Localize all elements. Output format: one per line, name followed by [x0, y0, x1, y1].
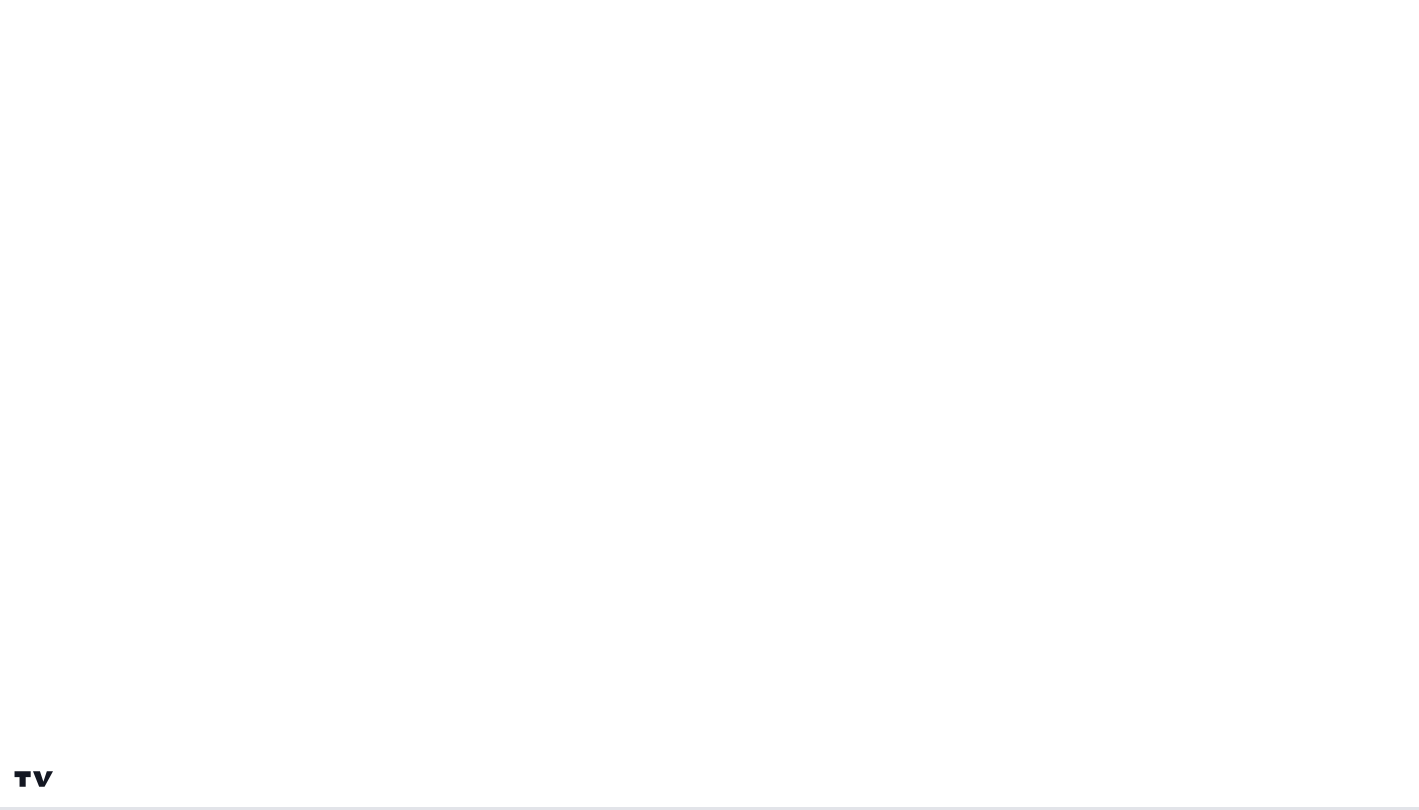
daily-chart-panel[interactable]	[0, 24, 593, 747]
chart-workspace	[0, 24, 1419, 747]
bottom-strip	[0, 807, 1419, 810]
attribution-bar	[0, 0, 1419, 24]
h4-chart-panel[interactable]	[593, 24, 1419, 747]
footer	[0, 747, 1419, 810]
daily-chart-canvas[interactable]	[0, 24, 593, 747]
tradingview-logo	[14, 770, 53, 787]
h4-chart-canvas[interactable]	[593, 24, 1419, 747]
tradingview-brand[interactable]	[13, 765, 60, 793]
